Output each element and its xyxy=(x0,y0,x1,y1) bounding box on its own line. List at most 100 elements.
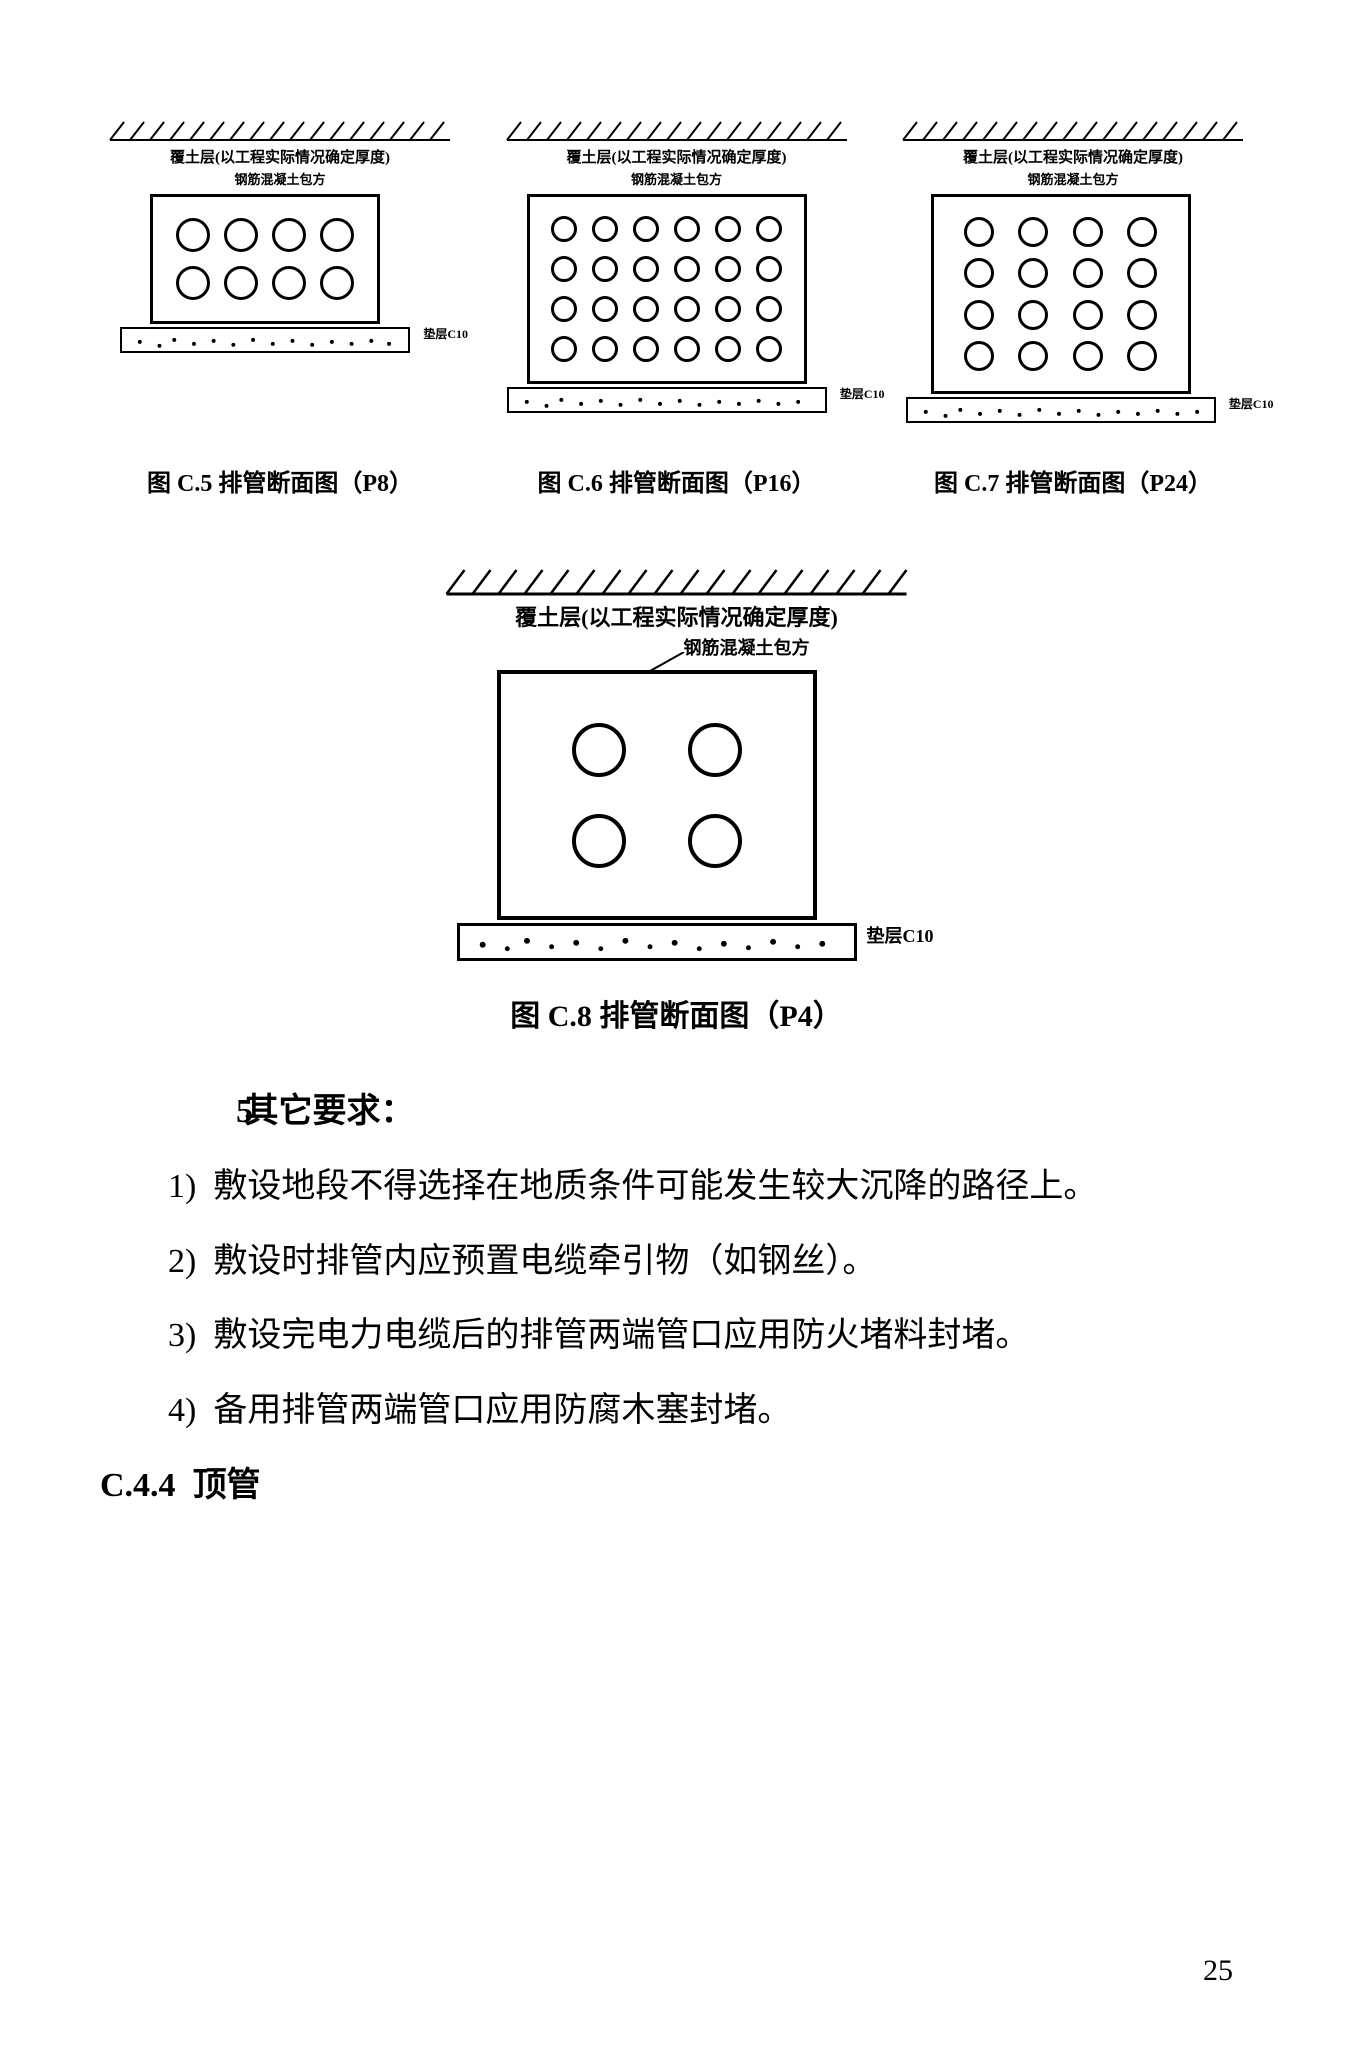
pipe-circle xyxy=(756,256,782,282)
pipe-circle xyxy=(1127,300,1157,330)
pipe-circle xyxy=(674,216,700,242)
pipe-circle xyxy=(551,336,577,362)
heading-5-text: 其它要求： xyxy=(245,1093,415,1130)
caption-c6: 图 C.6 排管断面图（P16） xyxy=(497,463,857,498)
pipe-circle xyxy=(633,296,659,322)
pipe-circle xyxy=(1018,258,1048,288)
diagram-area: 垫层C10 xyxy=(931,194,1216,423)
figure-c7: 覆土层(以工程实际情况确定厚度) 钢筋混凝土包方 垫层C10 xyxy=(893,120,1253,423)
pipe-circle xyxy=(633,336,659,362)
pipe-circle xyxy=(964,300,994,330)
diagram-area: 垫层C10 xyxy=(527,194,827,413)
pipe-circle xyxy=(674,296,700,322)
diagram-area: 垫层C10 xyxy=(150,194,410,353)
item-2-num: 2) xyxy=(168,1243,196,1280)
pipe-circle xyxy=(592,296,618,322)
base-slab: 垫层C10 xyxy=(120,327,410,353)
pipe-circle xyxy=(1018,341,1048,371)
text-content: 5 其它要求： 1) 敷设地段不得选择在地质条件可能发生较大沉降的路径上。 2)… xyxy=(100,1075,1253,1524)
item-4-num: 4) xyxy=(168,1392,196,1429)
pipe-circle xyxy=(551,296,577,322)
captions-row-1: 图 C.5 排管断面图（P8） 图 C.6 排管断面图（P16） 图 C.7 排… xyxy=(100,463,1253,498)
aggregate-icon xyxy=(125,332,405,352)
page-number: 25 xyxy=(1203,1954,1233,1988)
concrete-label: 钢筋混凝土包方 xyxy=(1027,169,1118,188)
pipe-circle xyxy=(964,341,994,371)
item-3-text: 敷设完电力电缆后的排管两端管口应用防火堵料封堵。 xyxy=(213,1317,1029,1354)
pipe-box xyxy=(931,194,1191,394)
pipe-circle xyxy=(1073,341,1103,371)
pipe-box xyxy=(527,194,807,384)
section-c44: C.4.4 顶管 xyxy=(100,1449,1253,1524)
pipe-circle xyxy=(715,296,741,322)
pipe-box xyxy=(150,194,380,324)
ground-hatch xyxy=(100,568,1253,596)
concrete-label: 钢筋混凝土包方 xyxy=(234,169,325,188)
cover-label: 覆土层(以工程实际情况确定厚度) xyxy=(515,600,838,632)
pipe-circle xyxy=(674,256,700,282)
pipe-circle xyxy=(756,296,782,322)
pipe-circle xyxy=(1018,300,1048,330)
concrete-label-text: 钢筋混凝土包方 xyxy=(684,638,810,658)
item-1-num: 1) xyxy=(168,1168,196,1205)
ground-hatch xyxy=(893,120,1253,142)
section-title: 顶管 xyxy=(193,1467,261,1504)
pipe-circle xyxy=(674,336,700,362)
pipe-circle xyxy=(592,256,618,282)
aggregate-icon xyxy=(463,929,851,961)
pipe-circle xyxy=(1073,258,1103,288)
base-label: 垫层C10 xyxy=(423,325,468,342)
pipe-circle xyxy=(633,216,659,242)
base-slab: 垫层C10 xyxy=(906,397,1216,423)
pipe-circle xyxy=(1018,217,1048,247)
pipe-circle xyxy=(715,216,741,242)
pipe-circle xyxy=(551,256,577,282)
base-label: 垫层C10 xyxy=(1229,395,1274,412)
item-1: 1) 敷设地段不得选择在地质条件可能发生较大沉降的路径上。 xyxy=(100,1150,1253,1225)
pipe-circle xyxy=(224,266,258,300)
pipe-circle xyxy=(272,266,306,300)
pipe-circle xyxy=(272,218,306,252)
ground-hatch xyxy=(497,120,857,142)
caption-c5: 图 C.5 排管断面图（P8） xyxy=(100,463,460,498)
figures-row-1: 覆土层(以工程实际情况确定厚度) 钢筋混凝土包方 垫层C10 xyxy=(100,120,1253,423)
heading-5-num: 5 xyxy=(168,1075,236,1150)
pipe-circle xyxy=(320,266,354,300)
pipe-circle xyxy=(592,336,618,362)
item-3-num: 3) xyxy=(168,1317,196,1354)
pipe-circle xyxy=(572,814,626,868)
base-label: 垫层C10 xyxy=(840,385,885,402)
pipe-circle xyxy=(1127,217,1157,247)
item-4-text: 备用排管两端管口应用防腐木塞封堵。 xyxy=(213,1392,791,1429)
item-3: 3) 敷设完电力电缆后的排管两端管口应用防火堵料封堵。 xyxy=(100,1299,1253,1374)
pipe-circle xyxy=(715,256,741,282)
caption-c7: 图 C.7 排管断面图（P24） xyxy=(893,463,1253,498)
base-slab: 垫层C10 xyxy=(507,387,827,413)
aggregate-icon xyxy=(512,392,822,412)
pipe-circle xyxy=(688,814,742,868)
item-2: 2) 敷设时排管内应预置电缆牵引物（如钢丝）。 xyxy=(100,1225,1253,1300)
aggregate-icon xyxy=(911,402,1211,422)
pipe-circle xyxy=(572,723,626,777)
pipe-circle xyxy=(224,218,258,252)
cover-label: 覆土层(以工程实际情况确定厚度) xyxy=(170,146,390,167)
figure-c5: 覆土层(以工程实际情况确定厚度) 钢筋混凝土包方 垫层C10 xyxy=(100,120,460,423)
pipe-circle xyxy=(176,218,210,252)
caption-c8: 图 C.8 排管断面图（P4） xyxy=(100,991,1253,1035)
pipe-circle xyxy=(1127,341,1157,371)
ground-hatch xyxy=(100,120,460,142)
pipe-circle xyxy=(756,216,782,242)
pipe-circle xyxy=(1073,217,1103,247)
pipe-circle xyxy=(688,723,742,777)
item-4: 4) 备用排管两端管口应用防腐木塞封堵。 xyxy=(100,1374,1253,1449)
pipe-circle xyxy=(964,217,994,247)
pipe-circle xyxy=(1073,300,1103,330)
figure-c8: 覆土层(以工程实际情况确定厚度) 钢筋混凝土包方 垫层C10 xyxy=(100,568,1253,961)
pipe-circle xyxy=(715,336,741,362)
figure-c6: 覆土层(以工程实际情况确定厚度) 钢筋混凝土包方 垫层C10 xyxy=(497,120,857,423)
pipe-circle xyxy=(633,256,659,282)
item-2-text: 敷设时排管内应预置电缆牵引物（如钢丝）。 xyxy=(213,1243,876,1280)
concrete-label: 钢筋混凝土包方 xyxy=(631,169,722,188)
pipe-circle xyxy=(1127,258,1157,288)
concrete-label: 钢筋混凝土包方 xyxy=(684,634,810,660)
